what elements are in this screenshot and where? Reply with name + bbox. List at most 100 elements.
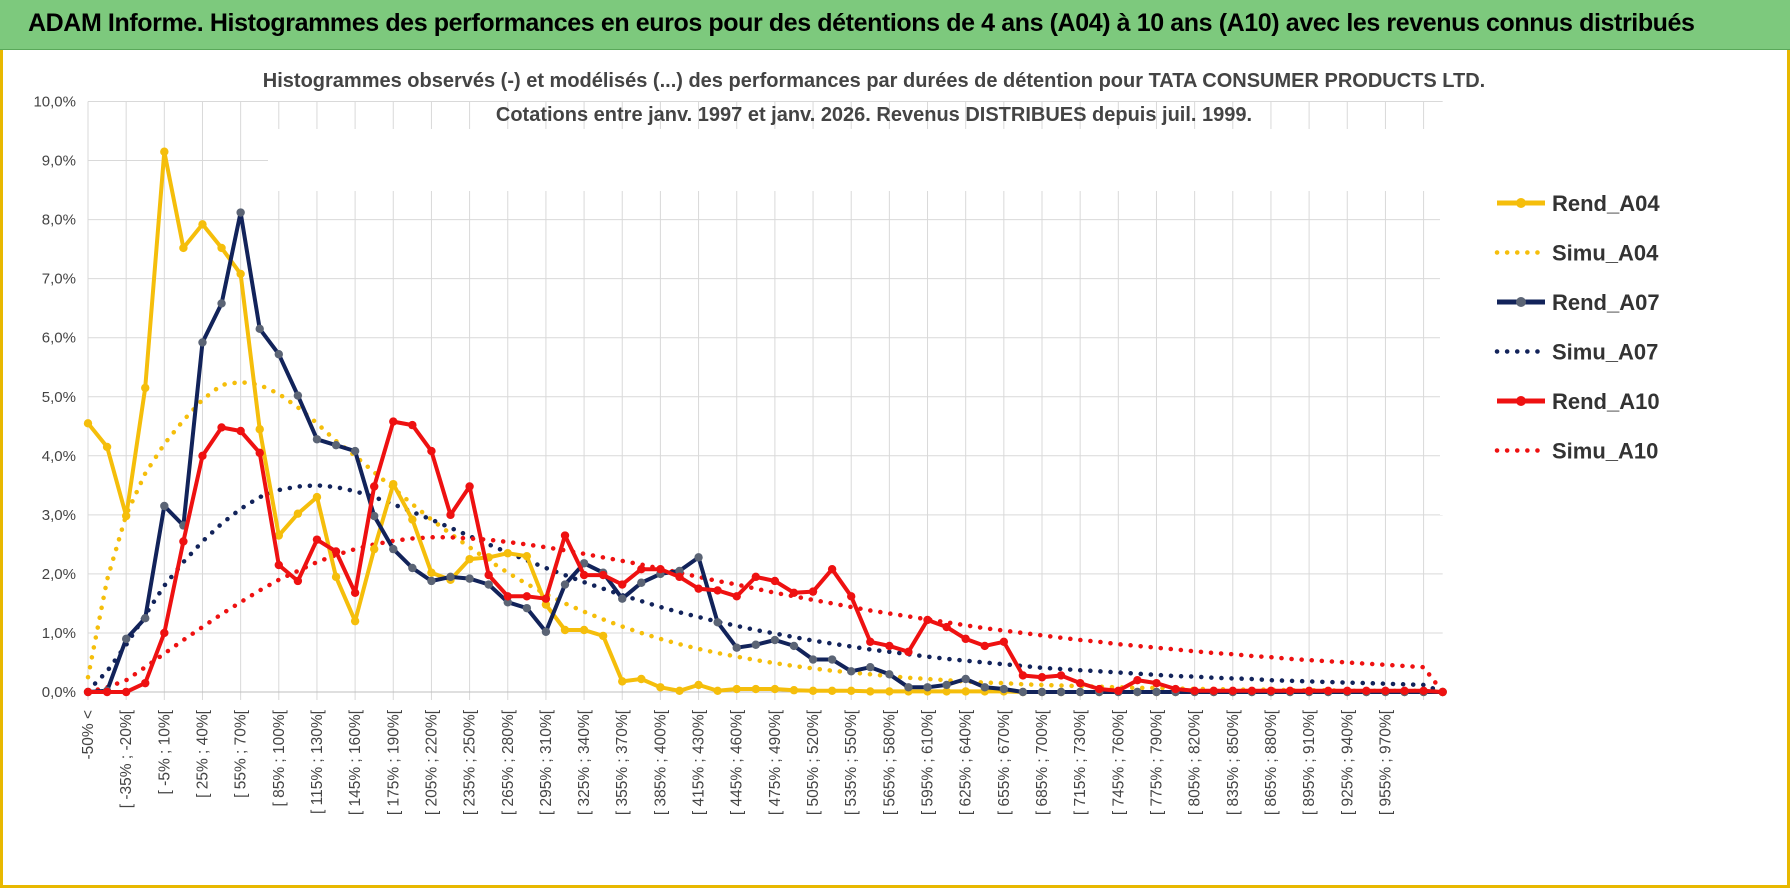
- data-point-rend-a07: [198, 338, 207, 347]
- x-tick-label: [ 895% ; 910%[: [1301, 709, 1318, 815]
- data-point-rend-a04: [83, 419, 93, 428]
- x-tick-label: [ 175% ; 190%[: [385, 709, 402, 815]
- data-point-rend-a07: [427, 576, 436, 586]
- data-point-rend-a10: [446, 510, 455, 520]
- data-point-rend-a04: [732, 684, 741, 694]
- data-point-rend-a04: [160, 147, 169, 156]
- data-point-rend-a04: [560, 625, 570, 635]
- data-point-rend-a10: [885, 641, 894, 651]
- data-point-rend-a10: [160, 628, 169, 638]
- data-point-rend-a10: [656, 564, 665, 574]
- data-point-rend-a07: [1075, 687, 1085, 697]
- data-point-rend-a04: [751, 684, 760, 694]
- series-line-simu-a07: [85, 483, 1445, 695]
- data-point-rend-a10: [675, 572, 684, 582]
- data-point-rend-a10: [350, 588, 360, 597]
- data-point-rend-a07: [904, 683, 913, 692]
- x-tick-label: [ 775% ; 790%[: [1148, 709, 1165, 815]
- data-point-rend-a07: [637, 578, 646, 587]
- data-point-rend-a07: [1133, 687, 1142, 697]
- data-point-rend-a10: [1037, 673, 1047, 682]
- x-tick-label: [ 415% ; 430%[: [691, 709, 708, 815]
- x-tick-label: [ 115% ; 130%[: [309, 709, 326, 814]
- data-point-rend-a07: [370, 511, 379, 521]
- data-point-rend-a07: [217, 299, 226, 308]
- histogram-chart: Histogrammes observés (-) et modélisés (…: [33, 70, 1710, 815]
- data-point-rend-a07: [408, 563, 417, 573]
- data-point-rend-a10: [713, 586, 722, 595]
- data-point-rend-a07: [1056, 687, 1066, 697]
- data-point-rend-a04: [121, 511, 131, 521]
- x-tick-label: [ 235% ; 250%[: [462, 709, 479, 815]
- data-point-rend-a07: [446, 572, 455, 582]
- chart-title-line-1: Histogrammes observés (-) et modélisés (…: [263, 70, 1485, 92]
- data-point-rend-a10: [331, 547, 341, 556]
- data-point-rend-a07: [503, 598, 512, 607]
- data-point-rend-a04: [179, 243, 188, 253]
- data-point-rend-a10: [847, 592, 856, 601]
- legend-marker-rend-a07: [1516, 297, 1526, 307]
- data-point-rend-a10: [980, 641, 989, 651]
- x-tick-label: [ 925% ; 940%[: [1339, 709, 1356, 815]
- data-point-rend-a07: [675, 566, 684, 576]
- data-point-rend-a10: [465, 482, 474, 491]
- data-point-rend-a10: [293, 576, 303, 586]
- x-tick-label: [ 445% ; 460%[: [729, 709, 746, 815]
- chart-legend: Rend_A04 Simu_A04 Rend_A07 Simu_A07 Rend_A10…: [1494, 191, 1660, 464]
- x-tick-label: -50% <: [80, 710, 97, 760]
- y-tick-label: 10,0%: [33, 94, 76, 111]
- data-point-rend-a04: [503, 549, 512, 558]
- data-point-rend-a07: [923, 683, 932, 692]
- report-banner: ADAM Informe. Histogrammes des performan…: [0, 0, 1790, 50]
- data-point-rend-a10: [1362, 686, 1371, 696]
- data-point-rend-a10: [255, 448, 264, 458]
- series-line-simu-a10: [85, 535, 1445, 695]
- y-axis-labels: 0,0% 1,0% 2,0% 3,0% 4,0% 5,0% 6,0% 7,0% 8,0% 9,0%…: [33, 94, 76, 702]
- data-point-rend-a04: [370, 544, 379, 554]
- data-point-rend-a10: [732, 592, 741, 601]
- data-point-rend-a04: [789, 686, 799, 695]
- data-point-rend-a07: [942, 680, 951, 690]
- data-point-rend-a10: [484, 570, 493, 580]
- x-tick-label: [ 715% ; 730%[: [1072, 709, 1089, 815]
- data-point-rend-a10: [217, 423, 226, 432]
- x-tick-label: [ -5% ; 10%[: [156, 709, 173, 794]
- data-point-rend-a10: [1419, 686, 1428, 696]
- data-point-rend-a04: [350, 616, 360, 626]
- data-point-rend-a07: [961, 674, 970, 684]
- data-point-rend-a07: [694, 553, 703, 562]
- data-point-rend-a04: [656, 683, 665, 692]
- x-tick-label: [ 295% ; 310%[: [538, 709, 555, 815]
- x-tick-label: [ 85% ; 100%[: [271, 709, 288, 806]
- data-point-rend-a04: [293, 509, 303, 518]
- y-tick-label: 3,0%: [42, 507, 76, 524]
- data-point-rend-a07: [866, 662, 875, 672]
- data-point-rend-a07: [1037, 687, 1047, 697]
- x-tick-label: [ 865% ; 880%[: [1263, 709, 1280, 815]
- x-tick-label: [ -35% ; -20%[: [118, 709, 135, 808]
- legend-label-simu-a04: Simu_A04: [1552, 241, 1659, 266]
- data-point-rend-a07: [293, 391, 303, 400]
- x-tick-label: [ 55% ; 70%[: [233, 709, 250, 798]
- x-tick-label: [ 25% ; 40%[: [194, 709, 211, 798]
- legend-marker-rend-a04: [1516, 198, 1526, 208]
- data-point-rend-a04: [389, 479, 398, 489]
- data-point-rend-a10: [236, 426, 245, 436]
- data-point-rend-a07: [847, 667, 856, 676]
- data-point-rend-a07: [541, 627, 551, 636]
- data-point-rend-a07: [980, 683, 989, 692]
- data-point-rend-a10: [1247, 686, 1257, 696]
- x-tick-label: [ 595% ; 610%[: [920, 709, 937, 815]
- data-point-rend-a04: [675, 686, 684, 696]
- data-point-rend-a04: [961, 687, 970, 696]
- data-point-rend-a07: [484, 580, 493, 589]
- data-point-rend-a07: [827, 655, 837, 664]
- data-point-rend-a10: [541, 594, 551, 603]
- data-point-rend-a10: [1018, 671, 1028, 680]
- data-point-rend-a10: [427, 446, 436, 456]
- data-point-rend-a10: [618, 580, 627, 589]
- data-point-rend-a10: [808, 587, 818, 596]
- x-tick-label: [ 145% ; 160%[: [347, 709, 364, 815]
- data-point-rend-a04: [408, 515, 417, 524]
- data-point-rend-a04: [331, 572, 341, 582]
